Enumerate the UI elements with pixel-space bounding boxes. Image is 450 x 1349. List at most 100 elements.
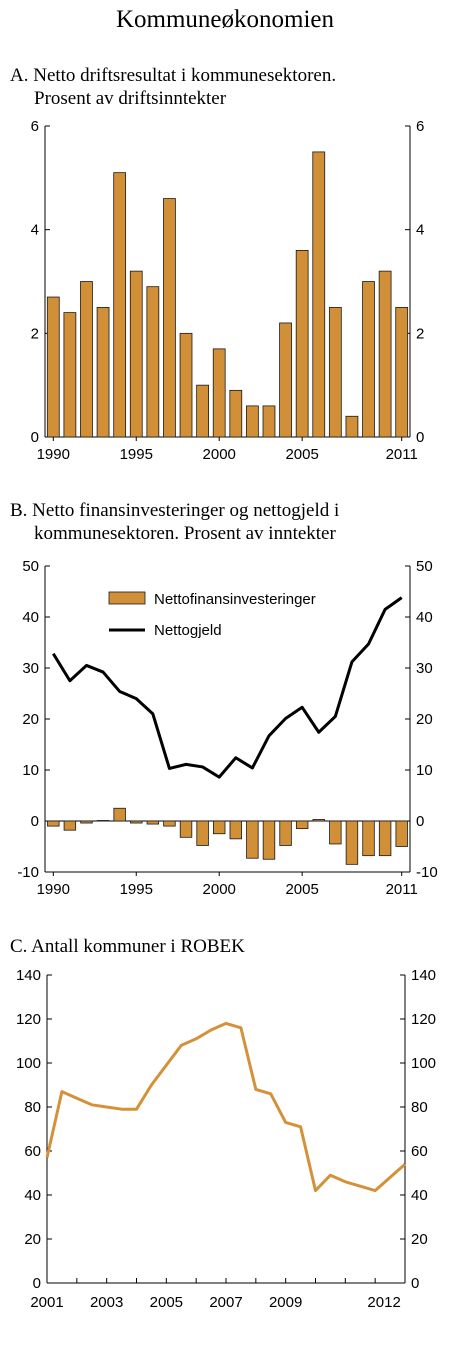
y-tick-label-right: 30 [416, 660, 433, 677]
y-tick-label-right: 0 [416, 429, 424, 446]
bar-2010 [378, 820, 392, 857]
bar-2006 [312, 151, 326, 438]
bar-1993 [96, 307, 110, 438]
panel-b-title-line1: B. Netto finansinvesteringer og nettogje… [10, 500, 340, 521]
y-tick-label-right: 20 [416, 711, 433, 728]
y-tick-label-left: 60 [24, 1143, 41, 1160]
bar-2005 [295, 820, 309, 830]
bar-1999 [196, 384, 209, 438]
x-tick-label: 2003 [90, 1294, 123, 1311]
x-tick-label: 2011 [386, 446, 418, 463]
x-tick-label: 2005 [150, 1294, 183, 1311]
y-tick-label-left: 80 [24, 1099, 41, 1116]
bar-2003 [262, 820, 276, 860]
bar-2006 [312, 819, 325, 822]
y-tick-label-right: 100 [411, 1055, 436, 1072]
bar-1990 [47, 820, 60, 827]
y-tick-label-left: 40 [24, 1187, 41, 1204]
y-tick-label-left: 6 [31, 118, 39, 135]
x-tick-label: 2000 [203, 881, 236, 898]
bar-2001 [229, 389, 243, 438]
bar-1999 [196, 820, 209, 846]
y-tick-label-right: 0 [411, 1275, 419, 1292]
bar-1995 [130, 820, 143, 824]
legend-swatch-nettofinansinvesteringer [108, 591, 146, 605]
y-tick-label-right: 40 [411, 1187, 428, 1204]
bar-2011 [395, 820, 408, 847]
x-tick-label: 2001 [30, 1294, 63, 1311]
bar-1992 [80, 820, 93, 824]
y-tick-label-right: 40 [416, 609, 433, 626]
bar-1996 [146, 820, 160, 825]
y-tick-label-left: 0 [31, 813, 39, 830]
y-tick-label-right: 120 [411, 1011, 436, 1028]
y-tick-label-left: 20 [24, 1231, 41, 1248]
bar-1994 [113, 172, 127, 438]
y-tick-label-right: 4 [416, 222, 424, 239]
bar-2001 [229, 820, 243, 840]
bar-1998 [179, 820, 193, 838]
panel-c-title-line1: C. Antall kommuner i ROBEK [10, 936, 245, 957]
bar-2002 [246, 405, 259, 438]
y-tick-label-right: 6 [416, 118, 424, 135]
y-tick-label-left: 40 [22, 609, 39, 626]
page-title: Kommuneøkonomien [115, 6, 335, 33]
y-tick-label-right: 50 [416, 558, 433, 575]
bar-2004 [279, 322, 292, 438]
panel-c-title: C. Antall kommuner i ROBEK [10, 935, 440, 958]
bar-2008 [345, 820, 359, 865]
y-tick-label-left: 30 [22, 660, 39, 677]
y-tick-label-right: -10 [416, 864, 438, 881]
y-tick-label-right: 20 [411, 1231, 428, 1248]
panel-a-title-line2: Prosent av driftsinntekter [34, 88, 227, 109]
x-tick-label: 2005 [285, 881, 318, 898]
x-tick-label: 2009 [269, 1294, 302, 1311]
y-tick-label-right: 0 [416, 813, 424, 830]
series-line-robek [45, 1021, 406, 1193]
bar-2008 [345, 415, 359, 438]
bar-2007 [328, 307, 342, 438]
y-tick-label-left: 100 [16, 1055, 41, 1072]
y-tick-label-left: 20 [22, 711, 39, 728]
bar-1991 [63, 820, 77, 831]
y-tick-label-left: 120 [16, 1011, 41, 1028]
x-tick-label: 1995 [120, 446, 153, 463]
chart-a: 0 0 2 2 4 4 6 6 1990 1995 2000 2005 2011 [31, 118, 425, 463]
bar-1993 [96, 820, 110, 822]
y-tick-label-left: -10 [17, 864, 39, 881]
bar-1998 [179, 332, 193, 438]
y-tick-label-right: 10 [416, 762, 433, 779]
chart-b: -10 -10 0 0 10 10 20 20 30 30 40 40 50 50 1990 1995 2000… [17, 558, 438, 898]
bar-1996 [146, 286, 160, 438]
y-tick-label-right: 80 [411, 1099, 428, 1116]
panel-a-title-line1: A. Netto driftsresultat i kommunesektore… [10, 65, 337, 86]
bar-2003 [262, 405, 276, 438]
bar-1992 [80, 281, 93, 438]
y-tick-label-left: 0 [31, 429, 39, 446]
legend-label-nettogjeld: Nettogjeld [154, 622, 222, 639]
y-tick-label-left: 140 [16, 967, 41, 984]
y-tick-label-left: 50 [22, 558, 39, 575]
legend-label-nettofinansinvesteringer: Nettofinansinvesteringer [154, 591, 316, 608]
x-tick-label: 1990 [37, 446, 70, 463]
x-tick-label: 2011 [386, 881, 418, 898]
y-tick-label-left: 10 [22, 762, 39, 779]
y-tick-label-left: 2 [31, 325, 39, 342]
y-tick-label-left: 4 [31, 222, 39, 239]
panel-a-title: A. Netto driftsresultat i kommunesektore… [10, 64, 440, 110]
bar-2009 [362, 820, 375, 857]
y-tick-label-right: 60 [411, 1143, 428, 1160]
series-line-nettogjeld [52, 596, 403, 779]
panel-b-title-line2: kommunesektoren. Prosent av inntekter [34, 523, 336, 544]
bar-2004 [279, 820, 292, 846]
y-tick-label-right: 2 [416, 325, 424, 342]
bar-1997 [163, 198, 176, 438]
bar-2000 [212, 820, 226, 835]
bar-2002 [246, 820, 259, 859]
x-tick-label: 2005 [285, 446, 318, 463]
x-tick-label: 2012 [367, 1294, 400, 1311]
y-tick-label-left: 0 [33, 1275, 41, 1292]
panel-b-title: B. Netto finansinvesteringer og nettogje… [10, 499, 440, 545]
bar-2007 [329, 820, 342, 845]
